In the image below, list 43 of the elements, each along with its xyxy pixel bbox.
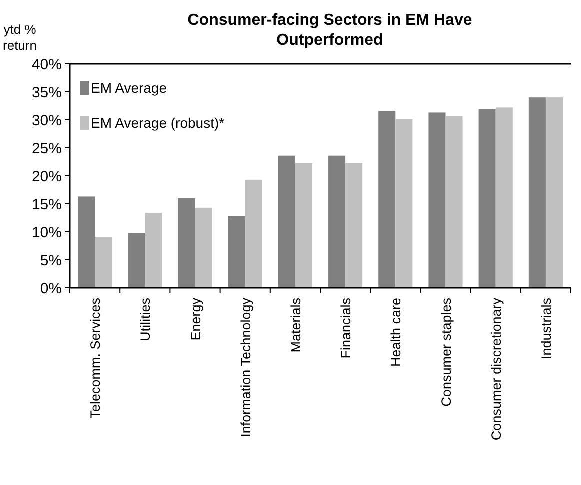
bar (546, 98, 563, 288)
bar (278, 156, 296, 288)
bar (95, 237, 112, 288)
x-tick-label: Consumer discretionary (488, 298, 504, 441)
y-tick-label: 0% (40, 280, 62, 298)
bar (228, 216, 246, 288)
y-tick-label: 35% (32, 84, 62, 102)
bar (128, 233, 146, 288)
y-tick-label: 20% (32, 168, 62, 186)
y-tick-label: 10% (32, 224, 62, 242)
legend-label: EM Average (91, 80, 168, 96)
bar (245, 180, 262, 288)
bar (328, 156, 346, 288)
bar (478, 109, 496, 288)
y-tick-label: 25% (32, 140, 62, 158)
bar (195, 208, 212, 288)
x-tick-label: Telecomm. Services (88, 298, 104, 419)
y-tick-label: 15% (32, 196, 62, 214)
x-tick-label: Industrials (538, 298, 554, 360)
bar (295, 163, 312, 288)
x-tick-label: Energy (188, 298, 204, 341)
y-tick-label: 40% (32, 56, 62, 74)
bar (496, 108, 513, 288)
bar (428, 112, 446, 288)
bar (378, 111, 396, 288)
y-tick-label: 5% (40, 252, 62, 270)
legend-label: EM Average (robust)* (91, 115, 226, 131)
x-tick-label: Financials (338, 298, 354, 359)
bar (346, 163, 363, 288)
chart-title: Consumer-facing Sectors in EM Have Outperformed (188, 12, 472, 49)
x-tick-label: Health care (388, 298, 404, 368)
y-tick-label: 30% (32, 112, 62, 130)
y-axis-title: ytd % return (3, 22, 37, 53)
x-tick-label: Materials (288, 298, 304, 353)
x-tick-label: Information Technology (238, 298, 254, 438)
bar (528, 98, 546, 288)
x-tick-label: Consumer staples (438, 298, 454, 407)
bar (446, 116, 463, 288)
x-tick-label: Utilities (138, 298, 154, 342)
bar (145, 212, 162, 288)
bar (78, 196, 96, 288)
bar (396, 119, 413, 288)
bar (178, 198, 196, 288)
